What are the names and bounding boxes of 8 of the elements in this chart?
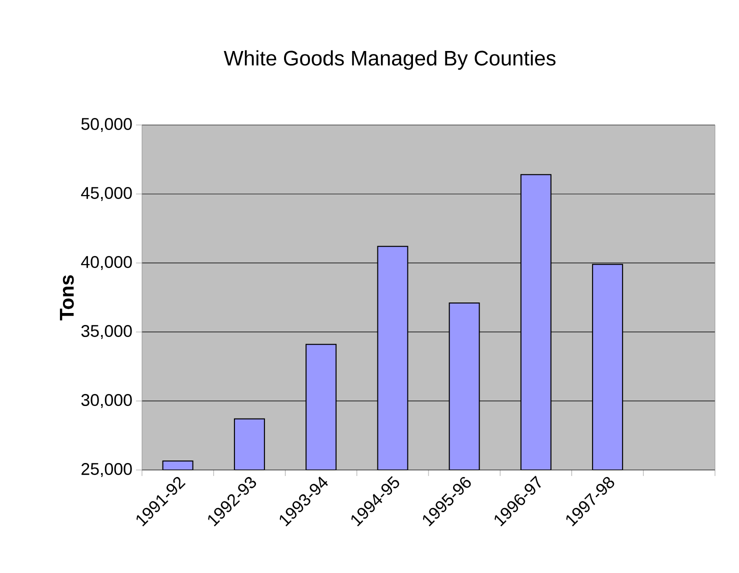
y-tick-label: 35,000	[81, 324, 132, 339]
y-tick-label: 30,000	[81, 394, 132, 408]
y-tick-label: 40,000	[81, 256, 132, 270]
y-tick-label: 45,000	[81, 186, 132, 201]
y-tick-label: 50,000	[81, 118, 132, 132]
chart-title: White Goods Managed By Counties	[224, 50, 556, 70]
y-axis-title: Tons	[60, 275, 74, 320]
y-tick-label: 25,000	[82, 462, 132, 477]
